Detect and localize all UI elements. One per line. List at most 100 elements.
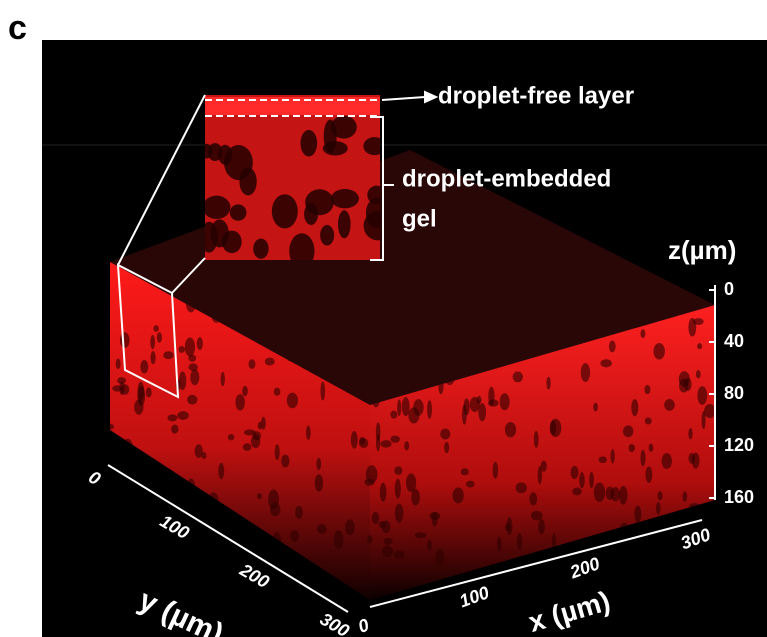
droplet — [644, 385, 650, 394]
droplet — [300, 130, 317, 157]
droplet — [287, 393, 298, 409]
droplet — [432, 512, 438, 526]
droplet — [404, 441, 409, 450]
droplet — [634, 506, 641, 523]
droplet — [594, 483, 605, 502]
droplet — [435, 549, 444, 567]
droplet — [272, 194, 298, 228]
droplet — [696, 370, 701, 378]
droplet — [645, 467, 652, 483]
droplet — [531, 511, 543, 520]
droplet — [397, 400, 401, 417]
droplet — [413, 399, 423, 416]
droplet — [315, 474, 323, 491]
droplet — [517, 533, 522, 550]
droplet — [497, 537, 502, 552]
droplet — [376, 434, 380, 451]
droplet — [529, 492, 537, 505]
droplet — [600, 359, 612, 367]
droplet — [224, 145, 253, 180]
droplet — [359, 437, 365, 445]
droplet — [179, 371, 186, 390]
z-tick-label: 160 — [724, 487, 754, 507]
droplet — [157, 332, 162, 343]
droplet — [516, 482, 527, 493]
droplet — [290, 530, 299, 542]
droplet — [477, 396, 482, 404]
droplet — [116, 359, 121, 370]
droplet — [120, 332, 130, 348]
droplet — [364, 479, 374, 486]
droplet — [251, 435, 260, 449]
droplet — [190, 369, 199, 385]
z-tick-label: 0 — [724, 279, 734, 299]
droplet — [534, 431, 539, 448]
droplet — [382, 546, 393, 558]
droplet — [274, 388, 281, 396]
droplet — [500, 393, 510, 410]
droplet — [390, 436, 399, 443]
droplet — [137, 382, 144, 402]
droplet — [488, 399, 499, 406]
droplet — [619, 486, 628, 505]
droplet — [427, 540, 432, 551]
droplet — [513, 372, 523, 383]
droplet — [662, 453, 672, 469]
z-tick-label: 40 — [724, 331, 744, 351]
droplet — [244, 429, 256, 435]
droplet — [253, 239, 268, 259]
droplet — [230, 204, 247, 220]
droplet — [228, 434, 235, 440]
droplet — [679, 379, 689, 393]
droplet — [345, 519, 355, 535]
droplet — [572, 488, 582, 496]
droplet — [242, 386, 248, 397]
droplet — [697, 343, 702, 349]
droplet — [324, 120, 337, 153]
droplet — [177, 411, 189, 420]
droplet — [378, 521, 386, 528]
droplet — [427, 400, 432, 419]
droplet — [316, 458, 321, 470]
droplet — [466, 481, 475, 488]
droplet — [243, 443, 252, 451]
droplet — [393, 551, 404, 559]
droplet — [402, 397, 410, 416]
droplet — [688, 318, 696, 337]
droplet — [611, 449, 615, 464]
droplet — [611, 487, 620, 501]
droplet — [320, 382, 325, 401]
droplet — [320, 225, 334, 246]
annotation: droplet-free layer — [438, 82, 634, 109]
droplet — [505, 422, 516, 437]
droplet — [380, 483, 387, 502]
droplet — [609, 340, 616, 352]
droplet — [550, 419, 562, 437]
droplet — [589, 472, 594, 488]
droplet — [265, 358, 275, 366]
droplet — [197, 337, 203, 350]
panel-label: c — [8, 9, 27, 47]
droplet — [208, 143, 223, 161]
droplet — [390, 411, 397, 419]
droplet — [505, 523, 511, 531]
droplet — [331, 189, 359, 208]
droplet — [688, 428, 692, 439]
droplet — [478, 403, 486, 421]
droplet — [317, 524, 327, 534]
annotation: droplet-embedded — [402, 165, 611, 192]
droplet — [631, 399, 638, 416]
droplet — [146, 387, 152, 397]
droplet — [394, 466, 402, 475]
droplet — [150, 351, 155, 364]
droplet — [383, 538, 392, 545]
droplet — [351, 431, 358, 449]
droplet — [187, 395, 197, 405]
droplet — [704, 404, 716, 418]
droplet — [538, 519, 545, 534]
droplet — [411, 489, 420, 506]
droplet — [415, 532, 427, 538]
droplet — [461, 468, 469, 475]
droplet — [629, 444, 635, 452]
droplet — [657, 491, 662, 500]
